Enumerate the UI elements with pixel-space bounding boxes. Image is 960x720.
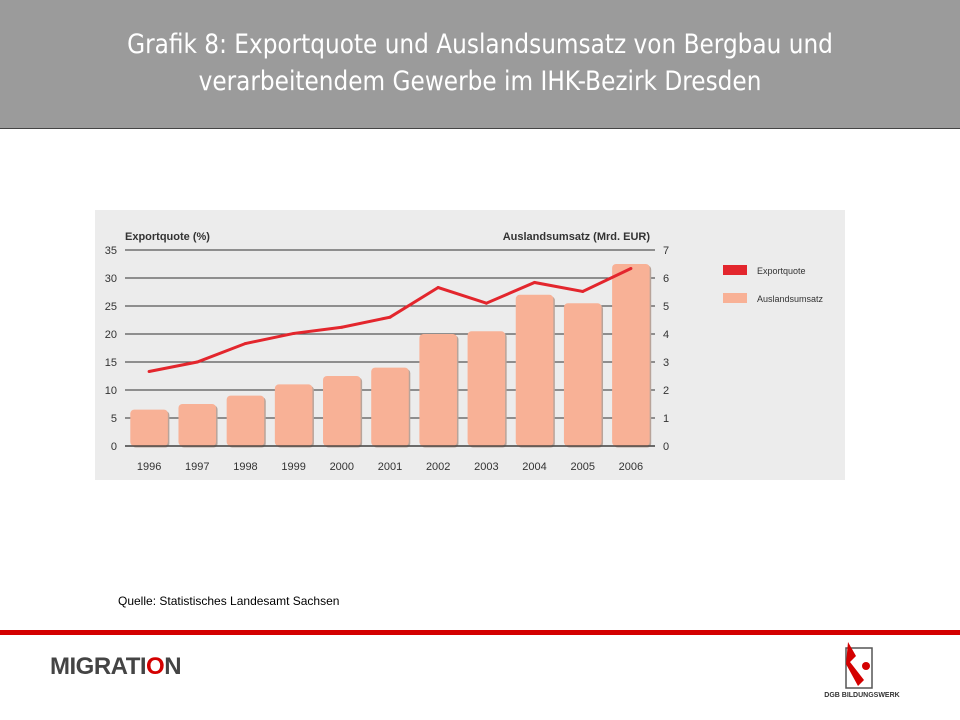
page-title: Grafik 8: Exportquote und Auslandsumsatz… — [127, 29, 833, 97]
y-left-tick-label: 25 — [105, 301, 117, 313]
bar-auslandsumsatz — [467, 331, 506, 446]
x-tick-label: 2005 — [570, 461, 594, 473]
y-left-tick-label: 35 — [105, 245, 117, 257]
bar-auslandsumsatz — [612, 264, 650, 446]
x-tick-label: 2003 — [474, 461, 498, 473]
y-left-tick-label: 15 — [105, 357, 117, 369]
y-left-tick-label: 30 — [105, 273, 117, 285]
y-left-tick-label: 0 — [111, 441, 117, 453]
x-tick-label: 2000 — [330, 461, 354, 473]
x-tick-label: 2004 — [522, 461, 546, 473]
y-axis-right-label: Auslandsumsatz (Mrd. EUR) — [503, 231, 651, 243]
y-right-tick-label: 6 — [663, 273, 669, 285]
dgb-logo-text: DGB BILDUNGSWERK — [824, 692, 900, 699]
bar-auslandsumsatz — [274, 384, 313, 446]
legend: Exportquote Auslandsumsatz — [723, 265, 824, 304]
y-right-tick-label: 0 — [663, 441, 669, 453]
bar-auslandsumsatz — [515, 294, 554, 446]
legend-swatch-exportquote — [723, 265, 747, 275]
header-band: Grafik 8: Exportquote und Auslandsumsatz… — [0, 0, 960, 129]
y-axis-left-label: Exportquote (%) — [125, 231, 210, 243]
y-right-tick-label: 5 — [663, 301, 669, 313]
x-tick-label: 1996 — [137, 461, 161, 473]
x-tick-label: 1997 — [185, 461, 209, 473]
point-exportquote — [388, 315, 392, 319]
point-exportquote — [147, 370, 151, 374]
bar-auslandsumsatz — [419, 334, 457, 446]
bar-auslandsumsatz — [130, 409, 168, 446]
bar-auslandsumsatz — [178, 404, 217, 446]
point-exportquote — [484, 301, 488, 305]
y-left-tick-label: 5 — [111, 413, 117, 425]
y-right-tick-label: 7 — [663, 245, 669, 257]
migration-logo: MIGRATION — [50, 653, 182, 680]
dgb-logo — [845, 642, 873, 689]
bar-auslandsumsatz — [563, 303, 602, 446]
point-exportquote — [533, 280, 537, 284]
y-left-tick-label: 20 — [105, 329, 117, 341]
x-tick-label: 2002 — [426, 461, 450, 473]
x-tick-label: 1999 — [281, 461, 305, 473]
legend-swatch-auslandsumsatz — [723, 293, 747, 303]
x-tick-label: 2006 — [619, 461, 643, 473]
point-exportquote — [340, 325, 344, 329]
x-tick-label: 2001 — [378, 461, 402, 473]
point-exportquote — [581, 289, 585, 293]
source-note: Quelle: Statistisches Landesamt Sachsen — [118, 594, 340, 608]
x-tick-label: 1998 — [233, 461, 257, 473]
y-right-tick-label: 1 — [663, 413, 669, 425]
point-exportquote — [195, 360, 199, 364]
point-exportquote — [243, 342, 247, 346]
y-right-tick-label: 3 — [663, 357, 669, 369]
y-right-tick-label: 4 — [663, 329, 669, 341]
point-exportquote — [436, 286, 440, 290]
chart: Exportquote (%) Auslandsumsatz (Mrd. EUR… — [95, 210, 845, 480]
bar-auslandsumsatz — [226, 395, 265, 446]
legend-label-exportquote: Exportquote — [757, 266, 806, 276]
bar-auslandsumsatz — [371, 367, 409, 446]
y-right-tick-label: 2 — [663, 385, 669, 397]
point-exportquote — [629, 266, 633, 270]
y-left-tick-label: 10 — [105, 385, 117, 397]
point-exportquote — [292, 331, 296, 335]
footer-divider — [0, 630, 960, 635]
legend-label-auslandsumsatz: Auslandsumsatz — [757, 294, 824, 304]
bar-auslandsumsatz — [323, 376, 361, 446]
